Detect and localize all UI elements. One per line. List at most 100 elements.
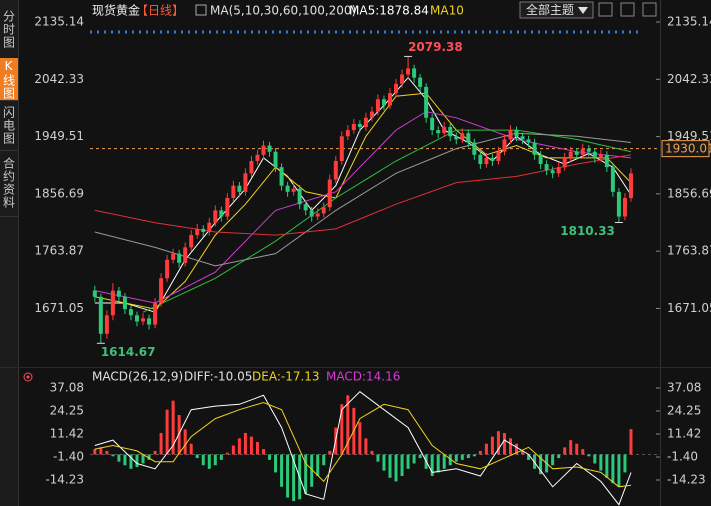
macd-bar bbox=[575, 443, 579, 455]
y-tick-label: -1.40 bbox=[53, 449, 84, 463]
candle-body bbox=[134, 315, 139, 322]
candle-body bbox=[604, 154, 609, 168]
candle-body bbox=[159, 278, 164, 303]
toolbar-icon[interactable] bbox=[620, 2, 635, 17]
candle-body bbox=[237, 185, 242, 192]
candle-body bbox=[231, 185, 236, 199]
y-tick-label: 1671.05 bbox=[34, 301, 84, 315]
candle-body bbox=[207, 222, 212, 232]
candle-body bbox=[406, 68, 411, 75]
macd-bar bbox=[243, 432, 247, 455]
candle-body bbox=[225, 198, 230, 217]
indicator-line bbox=[94, 154, 632, 236]
macd-bar bbox=[436, 454, 440, 473]
candle-body bbox=[466, 133, 471, 143]
macd-bar bbox=[231, 445, 235, 455]
candle-body bbox=[345, 130, 350, 137]
indicator-line bbox=[94, 401, 632, 488]
macd-bar bbox=[388, 454, 392, 478]
candle-body bbox=[454, 136, 459, 140]
candle-body bbox=[279, 167, 284, 186]
macd-bar bbox=[490, 436, 494, 455]
theme-button-label[interactable]: 全部主题 bbox=[526, 2, 574, 17]
macd-bar bbox=[316, 454, 320, 477]
toolbar-icon[interactable] bbox=[598, 2, 613, 17]
macd-bar bbox=[599, 454, 603, 471]
candle-body bbox=[394, 83, 399, 94]
candle-body bbox=[472, 142, 477, 155]
sidebar-tab[interactable]: 闪电图 bbox=[0, 100, 18, 151]
indicator-line bbox=[94, 76, 632, 313]
candle-body bbox=[628, 173, 633, 199]
candle-body bbox=[550, 170, 555, 174]
y-tick-label: 11.42 bbox=[50, 427, 84, 441]
macd-bar bbox=[563, 447, 567, 455]
candle-body bbox=[285, 185, 290, 192]
macd-bar bbox=[201, 454, 205, 466]
macd-bar bbox=[581, 449, 585, 455]
y-tick-label-right: 1763.87 bbox=[667, 244, 711, 258]
macd-bar bbox=[177, 415, 181, 455]
macd-bar bbox=[99, 447, 103, 455]
candle-body bbox=[568, 151, 573, 158]
macd-header: DIFF:-10.05 bbox=[184, 370, 252, 384]
indicator-line bbox=[142, 129, 632, 313]
macd-bar bbox=[328, 450, 332, 455]
extreme-label: 1810.33 bbox=[560, 224, 615, 238]
candle-body bbox=[255, 154, 260, 161]
macd-bar bbox=[533, 454, 537, 469]
macd-bar bbox=[394, 454, 398, 482]
settings-icon-dot[interactable] bbox=[26, 375, 30, 379]
y-tick-label-right: -1.40 bbox=[667, 449, 698, 463]
candle-body bbox=[249, 160, 254, 174]
macd-bar bbox=[195, 454, 199, 459]
candle-body bbox=[291, 188, 296, 192]
y-tick-label-right: 2135.14 bbox=[667, 15, 711, 29]
y-tick-label-right: -14.23 bbox=[667, 473, 706, 487]
period-label: 【日线】 bbox=[136, 4, 184, 18]
sidebar-tab[interactable]: K线图 bbox=[0, 58, 18, 101]
candle-body bbox=[388, 93, 392, 106]
macd-bar bbox=[611, 454, 615, 484]
candle-body bbox=[321, 207, 326, 214]
macd-bar bbox=[346, 395, 350, 455]
y-tick-label-right: 1949.51 bbox=[667, 129, 711, 143]
candle-body bbox=[183, 247, 188, 263]
macd-bar bbox=[478, 450, 482, 455]
macd-bar bbox=[430, 454, 434, 477]
candle-body bbox=[261, 145, 266, 155]
dropdown-arrow[interactable] bbox=[578, 7, 588, 14]
sidebar-tab[interactable]: 合约资料 bbox=[0, 150, 18, 217]
candle-body bbox=[153, 302, 158, 325]
candle-body bbox=[538, 154, 543, 165]
macd-bar bbox=[292, 454, 296, 502]
macd-bar bbox=[605, 454, 609, 478]
macd-bar bbox=[123, 454, 127, 466]
macd-bar bbox=[629, 429, 633, 455]
candle-body bbox=[496, 151, 501, 161]
macd-bar bbox=[207, 454, 211, 469]
macd-bar bbox=[454, 454, 458, 462]
candle-body bbox=[484, 157, 489, 165]
macd-bar bbox=[358, 422, 362, 455]
macd-bar bbox=[593, 454, 597, 464]
candle-body bbox=[544, 164, 549, 171]
y-tick-label-right: 1671.05 bbox=[667, 301, 711, 315]
candle-body bbox=[574, 151, 579, 155]
y-tick-label: 1949.51 bbox=[34, 129, 84, 143]
settings-icon[interactable] bbox=[23, 372, 33, 382]
y-tick-label-right: 11.42 bbox=[667, 427, 701, 441]
theme-button[interactable] bbox=[519, 1, 594, 19]
macd-bar bbox=[183, 429, 187, 455]
toolbar-icon[interactable] bbox=[642, 2, 657, 17]
candle-body bbox=[339, 136, 344, 161]
macd-bar bbox=[587, 454, 591, 457]
candle-body bbox=[98, 296, 103, 334]
last-price-label: 1930.01 bbox=[665, 142, 711, 156]
candle-body bbox=[610, 167, 615, 192]
macd-header: MACD:14.16 bbox=[326, 370, 400, 384]
candle-body bbox=[448, 127, 453, 137]
macd-bar bbox=[539, 454, 543, 475]
